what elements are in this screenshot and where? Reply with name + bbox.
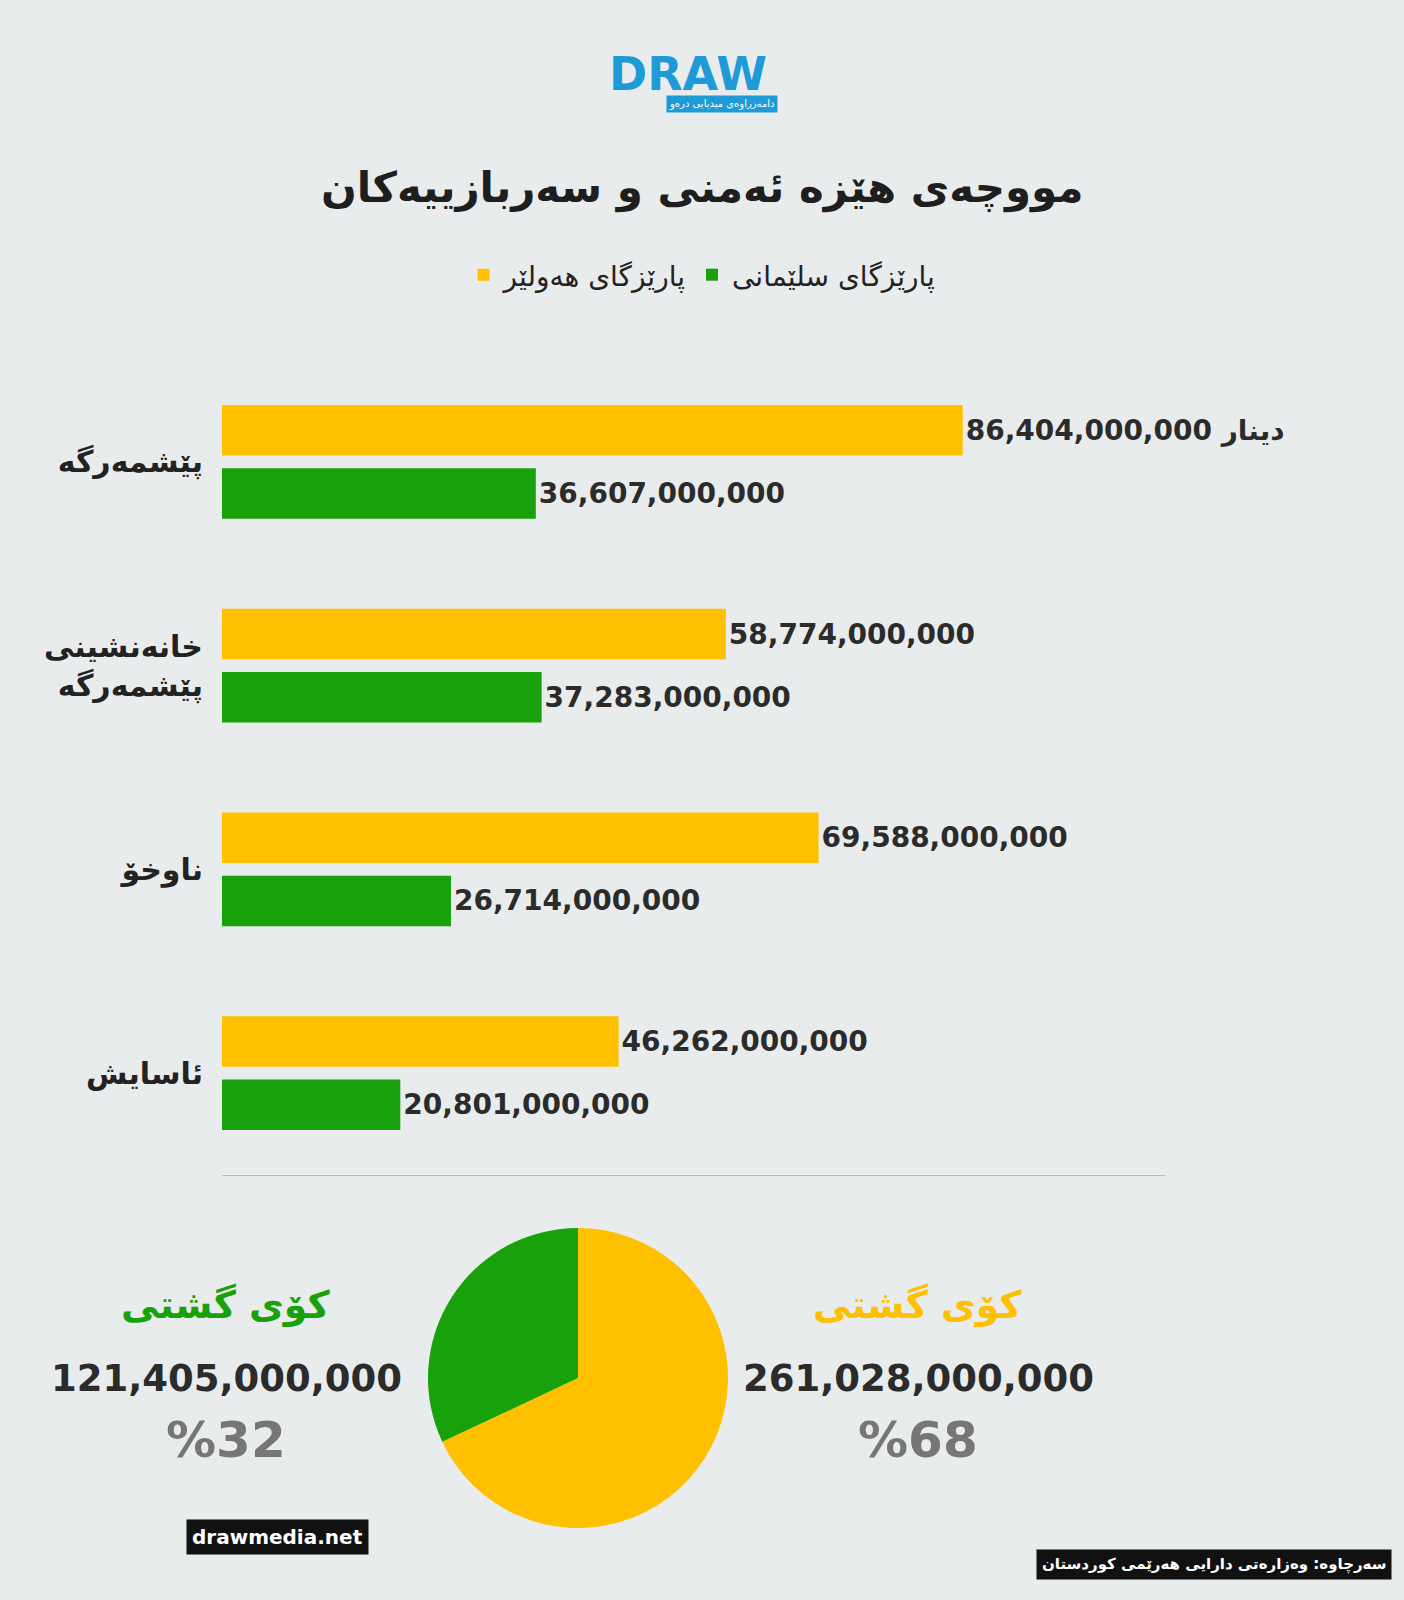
svg-text:کۆی گشتی: کۆی گشتی (813, 1283, 1023, 1327)
svg-text:خانەنشینیپێشمەرگە: خانەنشینیپێشمەرگە (44, 629, 203, 704)
svg-text:261,028,000,000: 261,028,000,000 (743, 1357, 1094, 1400)
svg-text:36,607,000,000: 36,607,000,000 (539, 477, 785, 510)
svg-text:69,588,000,000: 69,588,000,000 (822, 821, 1068, 854)
svg-text:20,801,000,000: 20,801,000,000 (403, 1088, 649, 1121)
svg-text:پارێزگای سلێمانی: پارێزگای سلێمانی (732, 260, 935, 293)
svg-text:46,262,000,000: 46,262,000,000 (622, 1025, 868, 1058)
svg-text:drawmedia.net: drawmedia.net (192, 1525, 363, 1549)
svg-text:پێشمەرگە: پێشمەرگە (58, 444, 203, 480)
svg-text:ئاسایش: ئاسایش (86, 1056, 203, 1091)
svg-text:DRAW: DRAW (609, 47, 767, 101)
svg-text:37,283,000,000: 37,283,000,000 (545, 681, 791, 714)
svg-text:86,404,000,000 دینار: 86,404,000,000 دینار (966, 414, 1285, 447)
svg-text:پارێزگای هەولێر: پارێزگای هەولێر (502, 260, 686, 293)
svg-text:مووچەی هێزە ئەمنی و سەربازییەک: مووچەی هێزە ئەمنی و سەربازییەکان (321, 163, 1083, 213)
svg-text:121,405,000,000: 121,405,000,000 (51, 1357, 402, 1400)
svg-text:%32: %32 (166, 1411, 286, 1469)
svg-text:دامەزراوەی میدیایی درەو: دامەزراوەی میدیایی درەو (669, 98, 775, 110)
svg-text:کۆی گشتی: کۆی گشتی (121, 1283, 331, 1327)
svg-text:26,714,000,000: 26,714,000,000 (454, 884, 700, 917)
svg-text:58,774,000,000: 58,774,000,000 (729, 618, 975, 651)
svg-text:%68: %68 (858, 1411, 978, 1469)
svg-text:ناوخۆ: ناوخۆ (119, 852, 203, 888)
svg-text:سەرچاوە: وەزارەتی دارایی هەرێم: سەرچاوە: وەزارەتی دارایی هەرێمی کوردستان (1042, 1555, 1386, 1574)
